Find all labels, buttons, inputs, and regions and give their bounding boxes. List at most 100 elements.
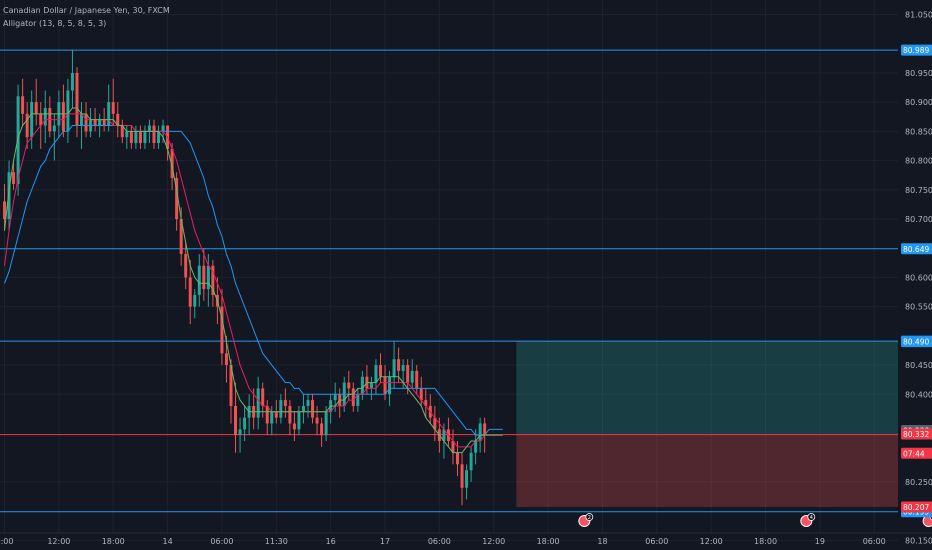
time-axis-tick-label: 6:00	[0, 537, 13, 546]
candle-body	[211, 265, 215, 295]
time-axis-tick-label: 06:00	[645, 537, 668, 546]
time-axis-tick-label: 12:00	[482, 537, 505, 546]
candle-body	[147, 125, 151, 132]
price-label-tag-text: 80.490	[903, 338, 929, 347]
price-axis-tick-label: 80.550	[905, 303, 932, 312]
candle-body	[306, 400, 310, 406]
candle-body	[80, 113, 84, 126]
candle-body	[256, 388, 260, 418]
candle-body	[43, 108, 47, 126]
time-axis-tick-label: 12:00	[47, 537, 70, 546]
candle-body	[456, 452, 459, 465]
candle-body	[125, 131, 129, 138]
price-axis-tick-label: 80.750	[905, 186, 932, 195]
candle-body	[75, 72, 79, 126]
time-axis-tick-label: 18:00	[754, 537, 777, 546]
candle-body	[333, 394, 337, 401]
price-axis-tick-label: 81.050	[905, 11, 932, 20]
candle-body	[292, 423, 296, 430]
price-axis-tick-label: 80.250	[905, 478, 932, 487]
candle-body	[356, 394, 360, 406]
alligator-lips-line	[4, 107, 503, 454]
candle-body	[229, 365, 233, 406]
candle-body	[460, 464, 464, 488]
price-label-tag	[901, 447, 932, 459]
indicator-title[interactable]: Alligator (13, 8, 5, 8, 5, 3)	[3, 19, 107, 28]
price-axis-tick-label: 80.850	[905, 127, 932, 136]
candle-body	[415, 370, 419, 389]
alligator-teeth-line	[4, 113, 503, 448]
candle-body	[116, 113, 120, 126]
candle-body	[442, 429, 446, 441]
candle-body	[129, 131, 133, 144]
candle-body	[7, 172, 11, 219]
candle-body	[102, 119, 106, 126]
candle-body	[220, 306, 224, 354]
candle-body	[138, 131, 142, 144]
candle-body	[111, 102, 115, 114]
candle-body	[70, 72, 74, 91]
time-axis-tick-label: 19	[815, 537, 825, 546]
candle-body	[193, 294, 197, 307]
candle-body	[84, 113, 88, 132]
price-label-tag-text: 07:44	[903, 449, 925, 458]
candle-body	[378, 365, 382, 377]
candle-body	[61, 102, 65, 132]
candle-body	[16, 96, 20, 184]
price-level-tag-text: 80.649	[903, 245, 929, 254]
position-target-zone	[516, 341, 898, 435]
time-axis-tick-label: 06:00	[428, 537, 451, 546]
candle-body	[401, 365, 405, 371]
time-axis-tick-label: 06:00	[210, 537, 233, 546]
candle-body	[320, 423, 324, 436]
position-stop-zone	[516, 434, 898, 508]
candle-body	[197, 265, 201, 295]
candle-body	[297, 411, 301, 430]
candle-body	[410, 370, 414, 383]
candle-body	[283, 400, 287, 406]
time-axis-tick-label: 16	[326, 537, 336, 546]
candle-body	[261, 388, 265, 406]
price-axis-tick-label: 80.600	[905, 273, 932, 282]
price-level-tag	[901, 243, 932, 255]
candle-body	[161, 125, 165, 132]
candle-body	[424, 400, 428, 406]
event-marker[interactable]: 4	[800, 513, 816, 527]
candle-body	[188, 277, 192, 307]
price-axis-tick-label: 80.900	[905, 98, 932, 107]
candle-body	[315, 417, 319, 424]
candle-body	[351, 388, 355, 406]
symbol-title[interactable]: Canadian Dollar / Japanese Yen, 30, FXCM	[3, 6, 170, 15]
price-axis-tick-label: 80.150	[905, 536, 932, 545]
candle-body	[288, 405, 292, 424]
price-label-tag	[901, 428, 932, 440]
candle-body	[265, 405, 269, 424]
candle-body	[170, 148, 174, 179]
candle-body	[30, 102, 34, 138]
time-axis-tick-label: 12:00	[700, 537, 723, 546]
candle-body	[419, 388, 423, 401]
event-marker-badge	[585, 513, 594, 521]
candle-body	[347, 382, 351, 389]
candle-body	[52, 125, 56, 132]
candle-body	[25, 113, 29, 138]
candle-body	[270, 411, 274, 424]
candle-body	[39, 113, 43, 126]
candle-body	[3, 201, 6, 219]
candle-body	[152, 125, 156, 144]
time-axis-tick-label: 18:00	[102, 537, 125, 546]
candle-body	[120, 125, 124, 138]
candle-body	[224, 353, 228, 366]
candle-body	[184, 254, 188, 278]
alligator-jaw-line	[4, 125, 503, 436]
event-marker[interactable]: 2	[578, 513, 594, 527]
candle-body	[279, 400, 283, 418]
candle-body	[98, 119, 102, 126]
candle-body	[383, 376, 387, 395]
candle-body	[134, 131, 138, 144]
price-axis-tick-label: 80.400	[905, 390, 932, 399]
price-label-tag-text: 80.207	[903, 503, 929, 512]
candle-body	[157, 131, 161, 144]
